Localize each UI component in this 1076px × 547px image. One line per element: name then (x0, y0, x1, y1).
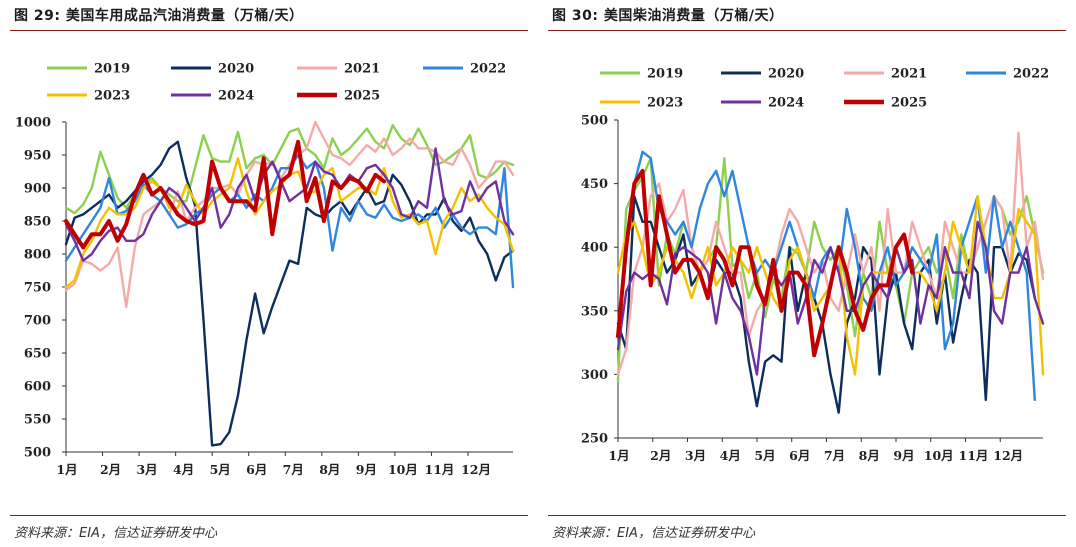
gasoline-x-tick-label: 10月 (388, 462, 418, 477)
diesel-series-2025 (616, 168, 915, 358)
gasoline-y-tick-label: 950 (24, 149, 51, 164)
gasoline-legend-label-2023: 2023 (94, 89, 130, 104)
diesel-x-tick-label: 12月 (993, 448, 1023, 463)
diesel-y-tick-label: 300 (581, 368, 608, 383)
diesel-y-tick-label: 250 (581, 432, 608, 447)
gasoline-source-rule (10, 515, 528, 516)
diesel-legend-label-2019: 2019 (647, 67, 683, 82)
gasoline-source-note: 资料来源：EIA，信达证券研发中心 (14, 526, 217, 541)
gasoline-x-tick-label: 3月 (136, 462, 157, 477)
diesel-x-tick-label: 5月 (754, 448, 775, 463)
gasoline-legend-label-2024: 2024 (218, 89, 254, 104)
diesel-x-tick-label: 11月 (959, 448, 989, 463)
gasoline-legend-label-2019: 2019 (94, 62, 130, 77)
gasoline-x-tick-label: 5月 (210, 462, 231, 477)
diesel-series-2021 (616, 131, 1045, 376)
gasoline-chart-title: 图 29: 美国车用成品汽油消费量（万桶/天） (14, 8, 304, 24)
gasoline-x-tick-label: 7月 (283, 462, 304, 477)
diesel-y-tick-label: 400 (581, 241, 608, 256)
diesel-y-tick-label: 450 (581, 177, 608, 192)
gasoline-x-tick-label: 11月 (425, 462, 455, 477)
diesel-chart-panel: 图 30: 美国柴油消费量（万桶/天） 250 300 350 400 450 500 1月… (538, 0, 1076, 547)
diesel-x-tick-label: 7月 (824, 448, 845, 463)
gasoline-y-tick-label: 700 (24, 314, 51, 329)
gasoline-y-tick-label: 1000 (15, 116, 51, 131)
gasoline-y-tick-label: 850 (24, 215, 51, 230)
diesel-chart: 250 300 350 400 450 500 1月 2月 3月 4月 5月 6月 7月 8月 9月 10月 1… (581, 67, 1049, 464)
gasoline-y-tick-label: 600 (24, 380, 51, 395)
diesel-x-tick-label: 1月 (608, 448, 629, 463)
diesel-source-note: 资料来源：EIA，信达证券研发中心 (552, 526, 755, 541)
gasoline-x-tick-label: 2月 (100, 462, 121, 477)
gasoline-y-tick-label: 750 (24, 281, 51, 296)
diesel-title-rule (548, 30, 1066, 31)
gasoline-x-tick-label: 8月 (319, 462, 340, 477)
diesel-x-tick-label: 4月 (720, 448, 741, 463)
diesel-series-2024 (616, 220, 1045, 376)
gasoline-chart-panel: 图 29: 美国车用成品汽油消费量（万桶/天） 500 550 600 650 700 7… (10, 8, 528, 541)
gasoline-legend-label-2025: 2025 (344, 89, 380, 104)
diesel-x-tick-label: 9月 (893, 448, 914, 463)
gasoline-y-tick-label: 900 (24, 182, 51, 197)
gasoline-y-tick-label: 500 (24, 446, 51, 461)
gasoline-x-tick-label: 4月 (173, 462, 194, 477)
diesel-y-tick-label: 350 (581, 304, 608, 319)
gasoline-y-tick-label: 550 (24, 413, 51, 428)
diesel-legend-label-2021: 2021 (891, 67, 927, 82)
gasoline-series-2021 (64, 120, 515, 308)
diesel-chart-title: 图 30: 美国柴油消费量（万桶/天） (552, 8, 784, 24)
gasoline-x-tick-label: 9月 (356, 462, 377, 477)
diesel-x-tick-label: 3月 (685, 448, 706, 463)
gasoline-y-tick-label: 650 (24, 347, 51, 362)
gasoline-x-tick-label: 6月 (246, 462, 267, 477)
diesel-legend-label-2025: 2025 (891, 96, 927, 111)
diesel-x-tick-label: 10月 (924, 448, 954, 463)
diesel-legend-label-2024: 2024 (768, 96, 804, 111)
diesel-series-2022 (616, 150, 1036, 401)
gasoline-series-2020 (64, 140, 515, 447)
diesel-legend-label-2023: 2023 (647, 96, 683, 111)
diesel-y-tick-label: 500 (581, 114, 608, 129)
gasoline-legend-label-2020: 2020 (218, 62, 254, 77)
diesel-source-rule (548, 515, 1066, 516)
diesel-x-tick-label: 8月 (859, 448, 880, 463)
gasoline-title-rule (10, 30, 528, 31)
gasoline-x-tick-label: 1月 (56, 462, 77, 477)
diesel-legend-label-2022: 2022 (1013, 67, 1049, 82)
gasoline-series-2025 (64, 139, 387, 250)
gasoline-chart: 500 550 600 650 700 750 800 850 900 950 1000 1月 2月 3月… (15, 62, 515, 477)
diesel-x-tick-label: 6月 (789, 448, 810, 463)
diesel-legend-label-2020: 2020 (768, 67, 804, 82)
gasoline-series-2024 (64, 147, 515, 262)
gasoline-legend-label-2022: 2022 (470, 62, 506, 77)
gasoline-y-tick-label: 800 (24, 248, 51, 263)
gasoline-x-tick-label: 12月 (461, 462, 491, 477)
diesel-x-tick-label: 2月 (650, 448, 671, 463)
gasoline-legend-label-2021: 2021 (344, 62, 380, 77)
